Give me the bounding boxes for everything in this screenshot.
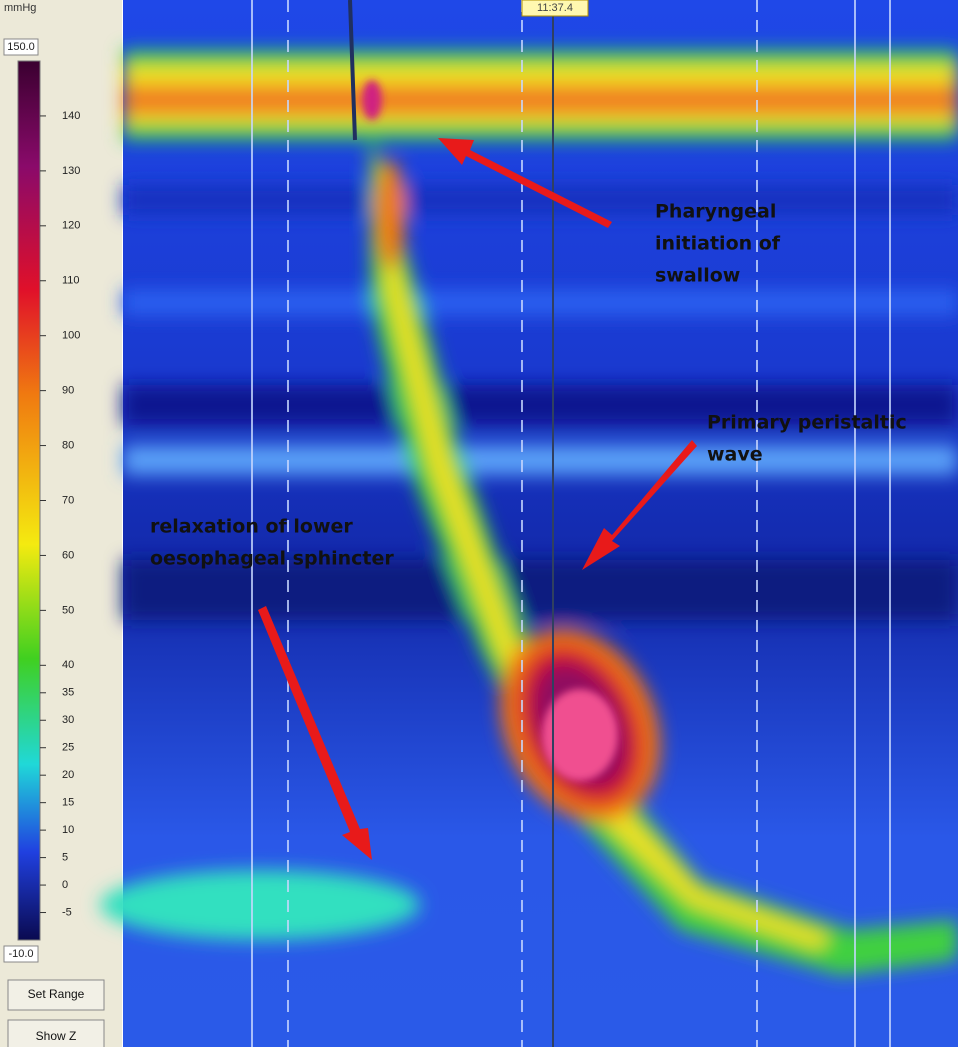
annotation: wave	[707, 444, 763, 466]
tick-label: 140	[62, 110, 80, 122]
tick-label: 110	[62, 275, 80, 287]
tick-label: 60	[62, 549, 74, 561]
annotation: oesophageal sphincter	[150, 548, 394, 570]
annotation: relaxation of lower	[150, 516, 353, 538]
tick-label: 5	[62, 852, 68, 864]
tick-label: 0	[62, 879, 68, 891]
tick-label: 80	[62, 439, 74, 451]
manometry-screen: mmHg 150.0-10.01401301201101009080706050…	[0, 0, 958, 1047]
tick-label: 130	[62, 165, 80, 177]
unit-label: mmHg	[4, 2, 36, 14]
page: {"header": {"unit": "mmHg", "time": "11:…	[0, 0, 958, 1047]
time-label: 11:37.4	[537, 2, 573, 14]
button-label[interactable]: Show Z	[36, 1029, 77, 1043]
tick-label: 10	[62, 824, 74, 836]
tick-label: 50	[62, 604, 74, 616]
tick-label: 25	[62, 742, 74, 754]
annotation: swallow	[655, 265, 740, 287]
tick-label: 100	[62, 330, 80, 342]
tick-label: 70	[62, 494, 74, 506]
tick-label: -5	[62, 906, 72, 918]
tick-label: 90	[62, 385, 74, 397]
color-bar	[18, 61, 40, 940]
tick-label: 20	[62, 769, 74, 781]
scale-end-label: -10.0	[8, 948, 33, 960]
tick-label: 30	[62, 714, 74, 726]
tick-label: 35	[62, 687, 74, 699]
annotation: Primary peristaltic	[707, 412, 907, 434]
tick-label: 15	[62, 797, 74, 809]
tick-label: 40	[62, 659, 74, 671]
tick-label: 120	[62, 220, 80, 232]
annotation: initiation of	[655, 233, 781, 255]
scale-end-label: 150.0	[7, 41, 35, 53]
annotation: Pharyngeal	[655, 201, 776, 223]
button-label[interactable]: Set Range	[28, 987, 85, 1001]
